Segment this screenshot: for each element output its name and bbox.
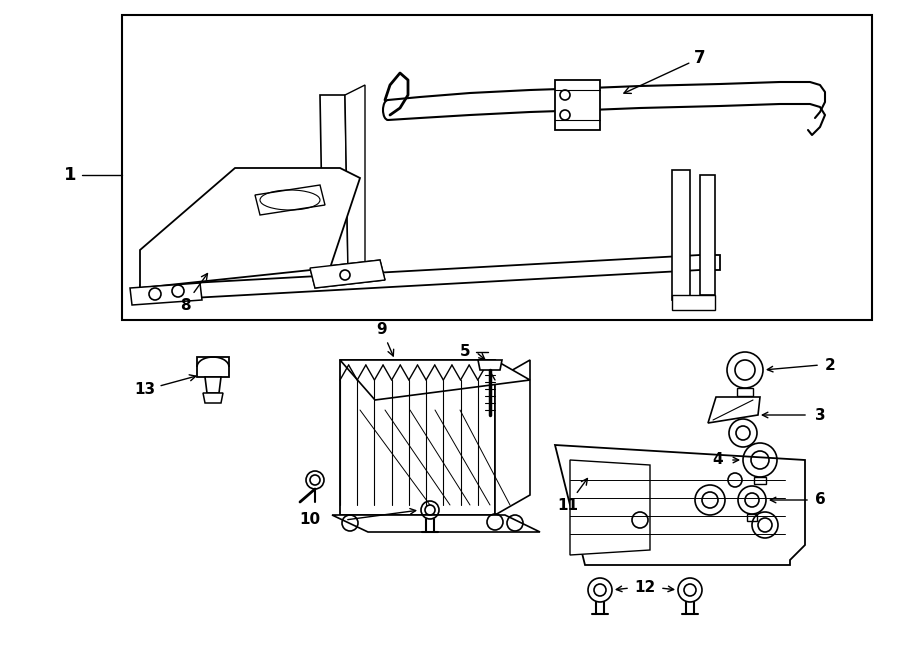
Text: 4: 4 bbox=[713, 453, 724, 467]
Polygon shape bbox=[310, 260, 385, 288]
Polygon shape bbox=[555, 445, 805, 565]
Polygon shape bbox=[320, 95, 348, 270]
Polygon shape bbox=[197, 357, 229, 377]
Text: 3: 3 bbox=[814, 407, 825, 422]
Polygon shape bbox=[754, 477, 766, 484]
Polygon shape bbox=[555, 80, 600, 130]
Polygon shape bbox=[345, 85, 365, 270]
Polygon shape bbox=[708, 397, 760, 423]
Text: 5: 5 bbox=[460, 344, 471, 360]
Text: 6: 6 bbox=[814, 492, 825, 508]
Polygon shape bbox=[672, 170, 690, 300]
Polygon shape bbox=[495, 360, 530, 515]
Text: 1: 1 bbox=[64, 166, 76, 184]
Polygon shape bbox=[700, 175, 715, 295]
Polygon shape bbox=[130, 283, 202, 305]
Polygon shape bbox=[737, 388, 753, 396]
Text: 2: 2 bbox=[824, 358, 835, 373]
Polygon shape bbox=[255, 185, 325, 215]
Text: 7: 7 bbox=[624, 49, 706, 93]
Polygon shape bbox=[747, 514, 757, 521]
Polygon shape bbox=[332, 515, 540, 532]
Polygon shape bbox=[570, 460, 650, 555]
Text: 13: 13 bbox=[134, 375, 196, 397]
Text: 8: 8 bbox=[180, 274, 208, 313]
Text: 12: 12 bbox=[634, 580, 655, 596]
Polygon shape bbox=[340, 360, 495, 515]
Polygon shape bbox=[205, 377, 221, 393]
Polygon shape bbox=[340, 360, 530, 400]
Polygon shape bbox=[478, 360, 502, 370]
Polygon shape bbox=[310, 260, 385, 288]
Polygon shape bbox=[672, 295, 715, 310]
Bar bbox=[122, 15, 872, 320]
Polygon shape bbox=[203, 393, 223, 403]
Text: 10: 10 bbox=[300, 512, 320, 527]
Text: 11: 11 bbox=[557, 479, 588, 512]
Polygon shape bbox=[140, 255, 720, 300]
Polygon shape bbox=[140, 168, 360, 288]
Text: 9: 9 bbox=[377, 323, 393, 356]
